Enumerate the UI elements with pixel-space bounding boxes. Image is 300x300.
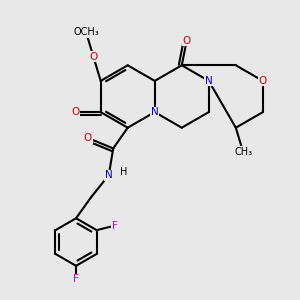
Text: O: O (259, 76, 267, 86)
Text: N: N (105, 170, 112, 180)
Text: F: F (112, 221, 117, 231)
Text: O: O (89, 52, 98, 62)
Text: H: H (120, 167, 127, 177)
Text: F: F (73, 274, 79, 284)
Text: N: N (205, 76, 213, 86)
Text: O: O (84, 133, 92, 143)
Text: O: O (183, 35, 191, 46)
Text: CH₃: CH₃ (234, 147, 252, 157)
Text: OCH₃: OCH₃ (73, 28, 99, 38)
Text: O: O (71, 107, 80, 117)
Text: N: N (151, 107, 159, 117)
